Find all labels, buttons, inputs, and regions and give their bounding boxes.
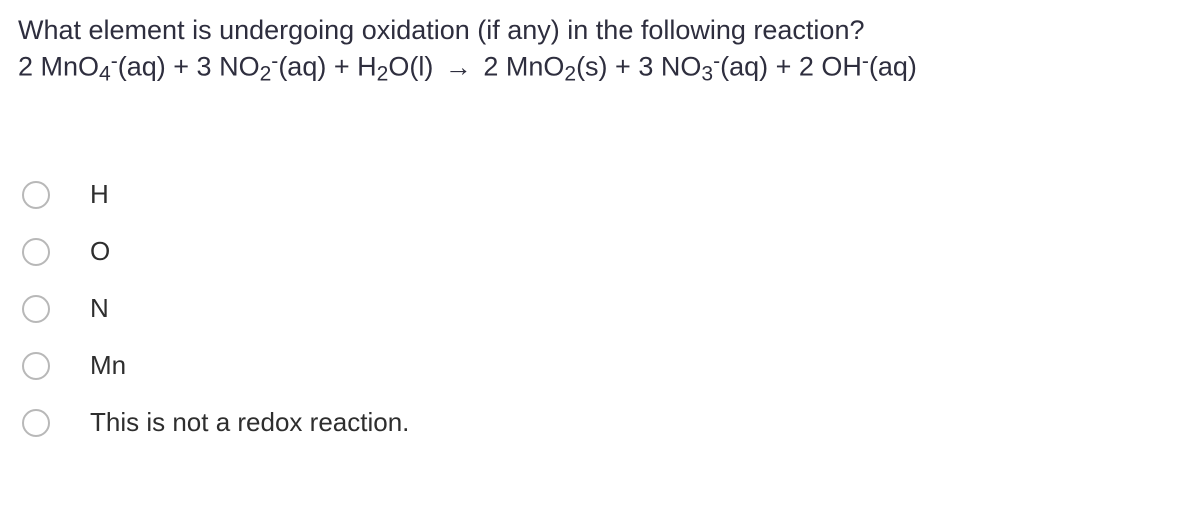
eq-part: (aq) + 2 OH [720,52,862,82]
option-label: This is not a redox reaction. [90,407,409,438]
option-label: O [90,236,110,267]
question-prompt: What element is undergoing oxidation (if… [18,12,1182,48]
option-row[interactable]: H [22,179,1182,210]
eq-part: (aq) [869,52,917,82]
eq-part: O(l) [388,52,440,82]
option-row[interactable]: Mn [22,350,1182,381]
eq-part: 2 MnO [18,52,99,82]
eq-sub: 2 [260,63,272,86]
radio-icon[interactable] [22,409,50,437]
eq-part: (aq) + H [278,52,376,82]
option-row[interactable]: This is not a redox reaction. [22,407,1182,438]
eq-sup: - [862,50,869,73]
eq-sub: 2 [564,63,576,86]
eq-part: 2 MnO [476,52,565,82]
arrow-icon: → [441,49,476,85]
option-row[interactable]: N [22,293,1182,324]
radio-icon[interactable] [22,295,50,323]
radio-icon[interactable] [22,238,50,266]
eq-sub: 4 [99,63,111,86]
radio-icon[interactable] [22,352,50,380]
option-label: N [90,293,109,324]
eq-sub: 2 [377,63,389,86]
eq-part: (s) + 3 NO [576,52,701,82]
option-row[interactable]: O [22,236,1182,267]
eq-part: (aq) + 3 NO [118,52,260,82]
question-text: What element is undergoing oxidation (if… [18,12,1182,89]
option-label: Mn [90,350,126,381]
option-label: H [90,179,109,210]
question-equation: 2 MnO4-(aq) + 3 NO2-(aq) + H2O(l) → 2 Mn… [18,48,1182,89]
radio-icon[interactable] [22,181,50,209]
options-group: H O N Mn This is not a redox reaction. [18,179,1182,438]
eq-sub: 3 [701,63,713,86]
eq-sup: - [111,50,118,73]
